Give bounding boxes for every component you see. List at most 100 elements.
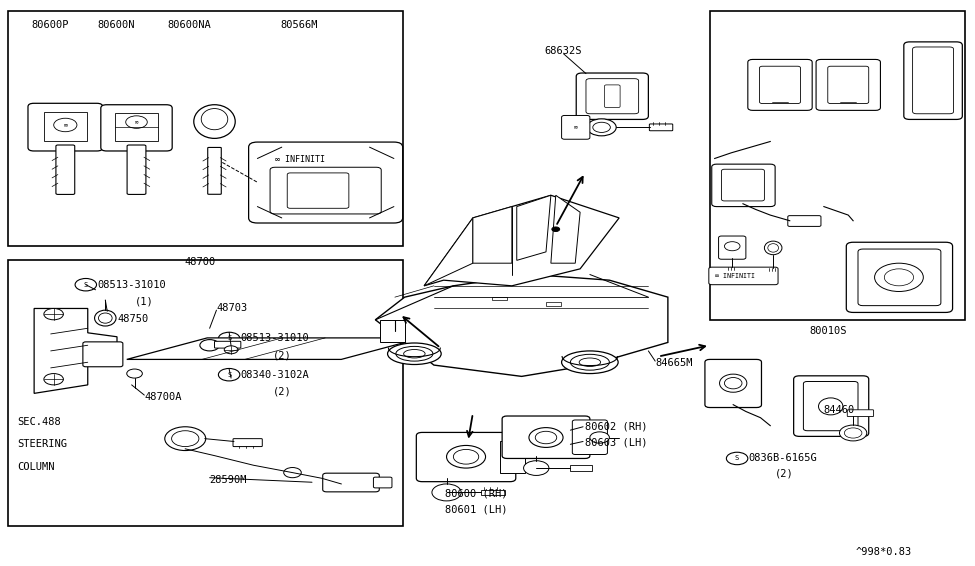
Text: ∞ INFINITI: ∞ INFINITI [715,273,755,279]
FancyBboxPatch shape [816,59,880,110]
FancyBboxPatch shape [562,115,590,139]
Text: (1): (1) [135,296,153,306]
Text: S: S [227,336,231,341]
Text: 80600N: 80600N [98,20,135,31]
FancyBboxPatch shape [572,420,607,454]
Circle shape [844,428,862,438]
Ellipse shape [579,358,601,367]
Bar [570,465,592,471]
FancyBboxPatch shape [100,105,173,151]
Bar [710,11,965,320]
FancyBboxPatch shape [788,216,821,226]
FancyBboxPatch shape [208,148,221,194]
Bar [8,11,403,246]
Polygon shape [424,195,619,286]
Circle shape [54,118,77,132]
Text: SEC.488: SEC.488 [18,417,61,427]
Text: 80601 (LH): 80601 (LH) [445,504,507,514]
Circle shape [127,369,142,378]
Circle shape [75,278,97,291]
Text: 08340-3102A: 08340-3102A [241,370,310,380]
FancyBboxPatch shape [56,145,75,195]
Ellipse shape [165,427,206,451]
Circle shape [284,468,301,478]
Ellipse shape [404,349,425,358]
FancyBboxPatch shape [28,103,102,151]
FancyBboxPatch shape [416,432,516,482]
FancyBboxPatch shape [604,85,620,108]
Ellipse shape [528,428,564,447]
Circle shape [44,308,63,320]
Text: 80566M: 80566M [281,20,318,31]
Text: COLUMN: COLUMN [18,462,55,472]
FancyBboxPatch shape [760,66,800,104]
Text: S: S [735,456,739,461]
Ellipse shape [818,398,842,415]
FancyBboxPatch shape [249,142,403,223]
Text: 48700A: 48700A [144,392,181,402]
Ellipse shape [570,354,609,370]
Text: (2): (2) [775,469,794,479]
Ellipse shape [200,340,219,351]
FancyBboxPatch shape [828,66,869,104]
Circle shape [839,425,867,441]
FancyBboxPatch shape [502,416,590,458]
FancyBboxPatch shape [858,249,941,306]
Circle shape [224,346,238,354]
Ellipse shape [388,343,441,365]
Polygon shape [424,218,473,286]
Ellipse shape [562,351,618,374]
Circle shape [726,452,748,465]
Text: 08513-31010: 08513-31010 [241,333,310,344]
FancyBboxPatch shape [748,59,812,110]
Ellipse shape [453,449,479,464]
FancyBboxPatch shape [709,267,778,285]
FancyBboxPatch shape [288,173,349,208]
Text: 80603 (LH): 80603 (LH) [585,438,647,448]
Bar [500,441,525,473]
Text: 80602 (RH): 80602 (RH) [585,422,647,432]
Circle shape [44,374,63,385]
Ellipse shape [724,378,742,389]
Text: S: S [227,372,231,378]
Circle shape [218,332,240,345]
Text: 80600P: 80600P [31,20,68,31]
Text: (2): (2) [273,350,292,361]
FancyBboxPatch shape [127,145,146,195]
FancyBboxPatch shape [846,242,953,312]
Polygon shape [127,338,421,359]
Circle shape [524,461,549,475]
FancyBboxPatch shape [712,164,775,207]
Text: STEERING: STEERING [18,439,67,449]
Text: 48750: 48750 [117,314,148,324]
Text: 28590M: 28590M [210,475,247,485]
Text: 80600NA: 80600NA [168,20,212,31]
Polygon shape [375,275,668,376]
Text: ^998*0.83: ^998*0.83 [856,547,913,557]
FancyBboxPatch shape [794,376,869,436]
Circle shape [587,119,616,136]
Text: ∞: ∞ [573,125,577,130]
FancyBboxPatch shape [576,73,648,119]
Polygon shape [551,195,580,263]
FancyBboxPatch shape [705,359,761,408]
FancyBboxPatch shape [373,477,392,488]
Text: 80010S: 80010S [809,326,846,336]
Circle shape [218,368,240,381]
FancyBboxPatch shape [913,47,954,114]
FancyBboxPatch shape [719,236,746,259]
Ellipse shape [98,313,112,323]
Text: ∞ INFINITI: ∞ INFINITI [275,155,325,164]
Circle shape [432,484,461,501]
Circle shape [593,122,610,132]
Ellipse shape [172,431,199,447]
FancyBboxPatch shape [904,42,962,119]
Ellipse shape [95,310,116,326]
Text: (2): (2) [273,387,292,397]
Circle shape [552,227,560,231]
FancyBboxPatch shape [722,169,764,201]
Ellipse shape [194,105,235,139]
Polygon shape [473,207,512,263]
Bar [492,297,507,300]
FancyBboxPatch shape [586,79,639,114]
